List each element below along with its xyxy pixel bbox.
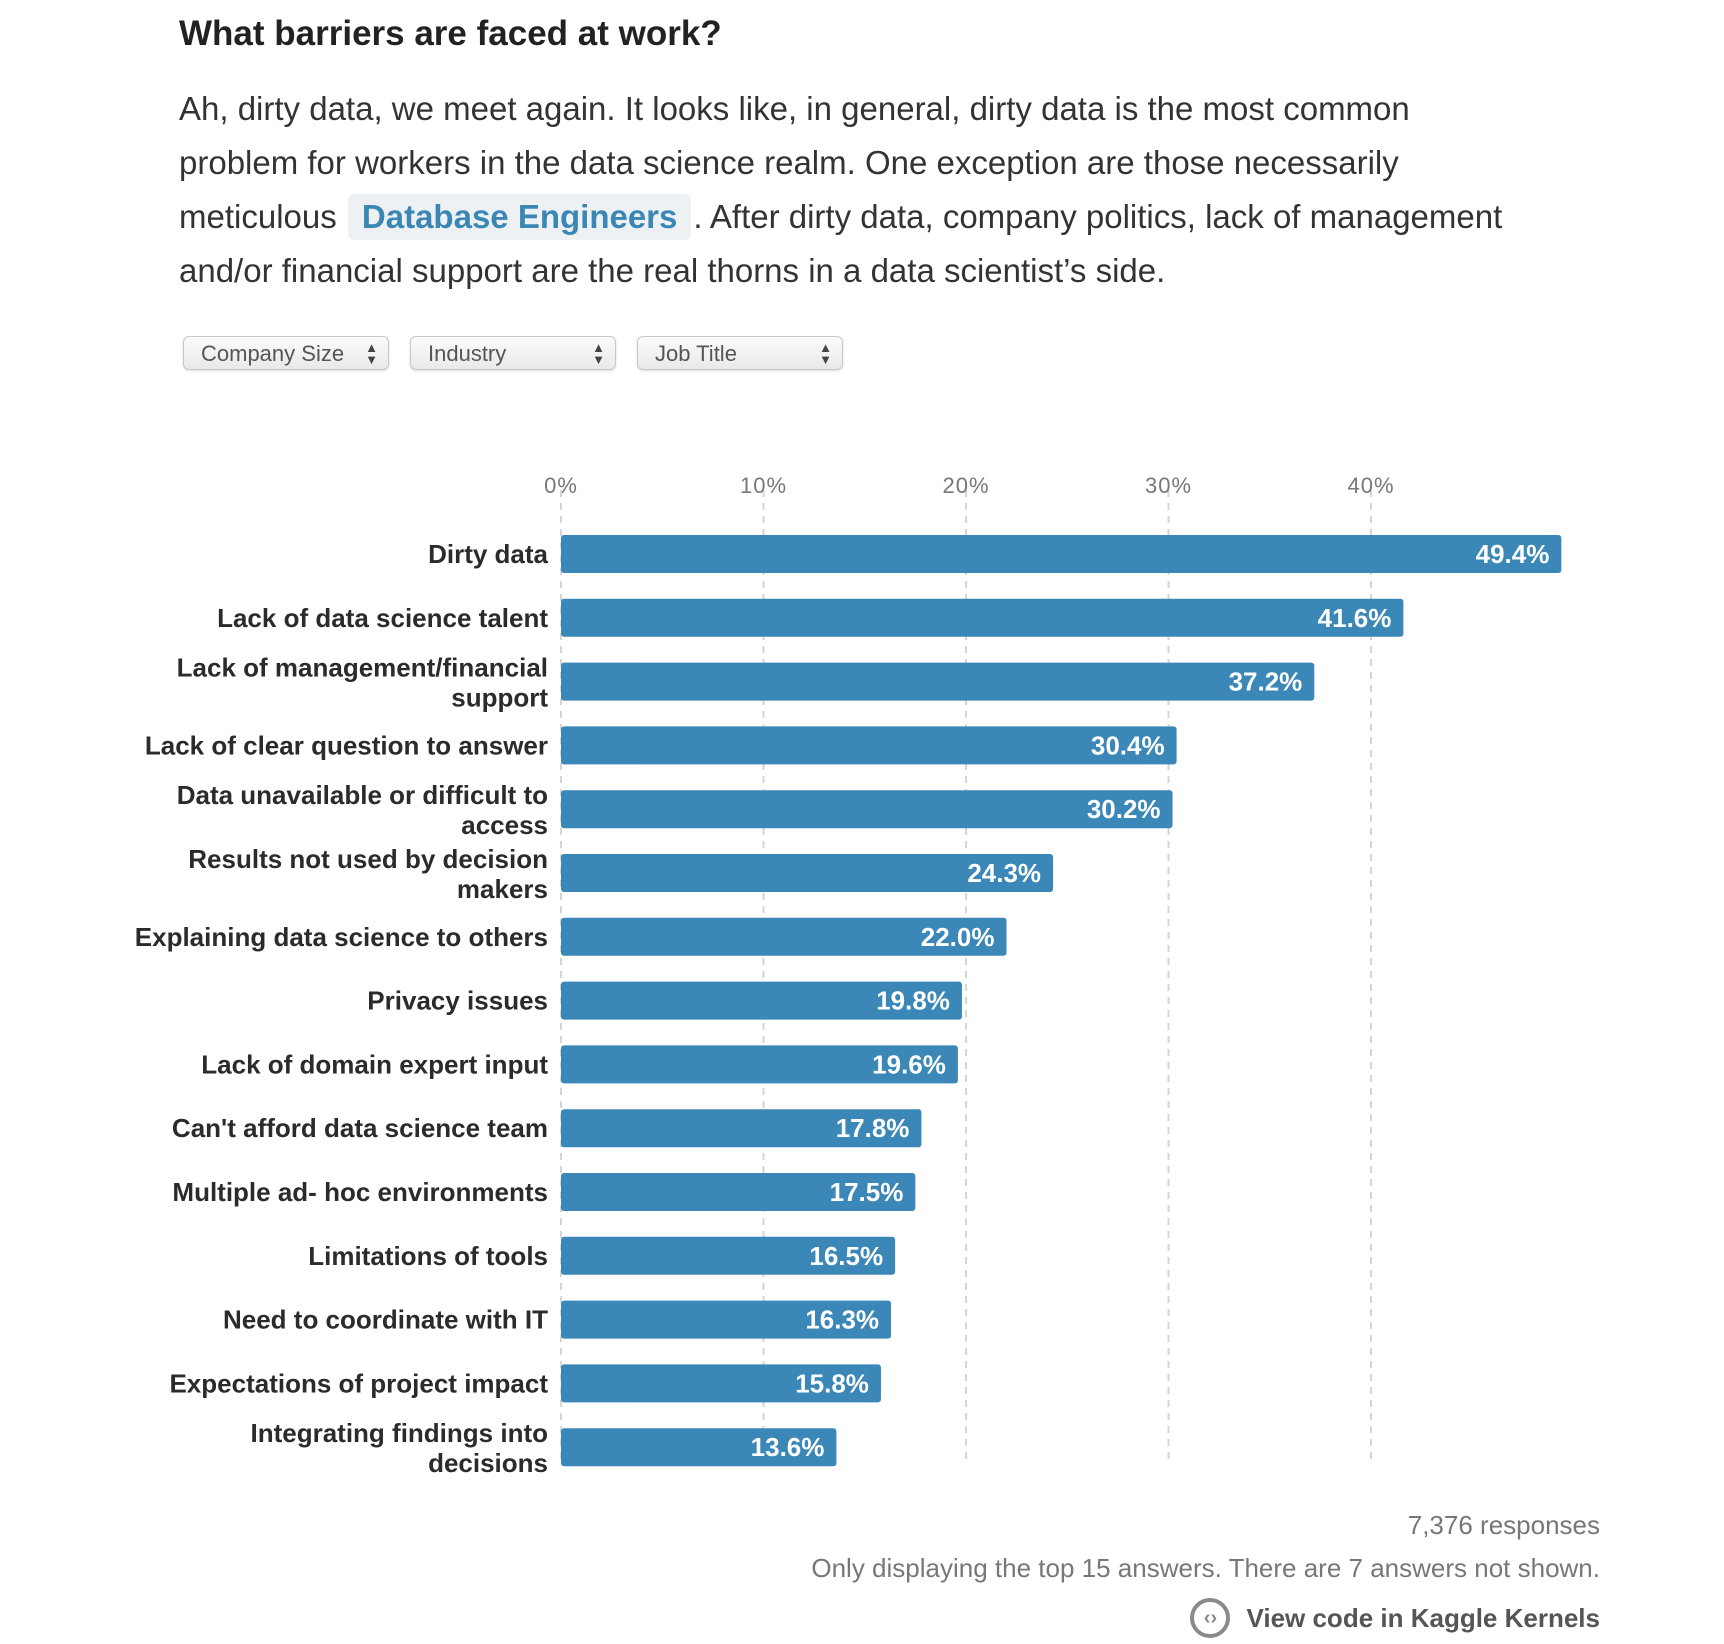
bar bbox=[561, 854, 1054, 892]
bar bbox=[561, 790, 1173, 829]
category-label: Dirty data bbox=[428, 539, 548, 569]
x-tick-label: 40% bbox=[1347, 473, 1394, 498]
intro-paragraph: Ah, dirty data, we meet again. It looks … bbox=[179, 82, 1519, 298]
category-label: Privacy issues bbox=[367, 986, 548, 1016]
category-label: Need to coordinate with IT bbox=[223, 1305, 548, 1335]
company-size-select[interactable]: Company Size ▲ ▼ bbox=[183, 336, 389, 370]
bar-value-label: 30.4% bbox=[1091, 730, 1165, 760]
x-tick-label: 0% bbox=[544, 473, 578, 498]
bar-value-label: 41.6% bbox=[1318, 603, 1392, 633]
intro-text-after: . After dirty data, company politics, la… bbox=[179, 198, 1503, 289]
x-tick-label: 20% bbox=[942, 473, 989, 498]
category-label: Lack of domain expert input bbox=[201, 1049, 548, 1079]
bar-value-label: 16.3% bbox=[805, 1305, 879, 1335]
select-arrows-icon: ▲ ▼ bbox=[592, 340, 605, 367]
bar-value-label: 13.6% bbox=[751, 1432, 825, 1462]
company-size-select-label: Company Size bbox=[201, 341, 345, 366]
bar-value-label: 30.2% bbox=[1087, 794, 1161, 824]
job-title-select-label: Job Title bbox=[655, 341, 737, 366]
category-label: Results not used by decision makers bbox=[188, 844, 548, 904]
bar bbox=[561, 1428, 837, 1467]
kaggle-link-label: View code in Kaggle Kernels bbox=[1246, 1602, 1600, 1633]
industry-select[interactable]: Industry ▲ ▼ bbox=[410, 336, 616, 370]
select-arrows-icon: ▲ ▼ bbox=[365, 340, 378, 367]
bar bbox=[561, 726, 1177, 765]
category-label: Limitations of tools bbox=[308, 1241, 548, 1271]
bar bbox=[561, 535, 1562, 573]
barriers-bar-chart: 0% 10% 20% 30% 40% 49.4% Dirty data 41.6% Lack o… bbox=[135, 473, 1562, 1478]
bar bbox=[561, 1109, 922, 1148]
bar bbox=[561, 981, 962, 1020]
bar-value-label: 17.5% bbox=[830, 1177, 904, 1207]
bar-value-label: 16.5% bbox=[809, 1241, 883, 1271]
responses-count: 7,376 responses bbox=[1407, 1510, 1600, 1540]
bar bbox=[561, 1364, 881, 1403]
category-label: Can't afford data science team bbox=[172, 1113, 548, 1143]
bar-value-label: 19.8% bbox=[876, 986, 950, 1016]
bar-value-label: 22.0% bbox=[921, 922, 995, 952]
kaggle-kernels-link[interactable]: ‹› View code in Kaggle Kernels bbox=[1190, 1598, 1600, 1638]
bar bbox=[561, 598, 1404, 637]
category-label: Explaining data science to others bbox=[135, 922, 548, 952]
bar-value-label: 15.8% bbox=[795, 1368, 869, 1398]
database-engineers-chip[interactable]: Database Engineers bbox=[347, 194, 692, 240]
bar bbox=[561, 1173, 916, 1211]
code-icon: ‹› bbox=[1190, 1598, 1231, 1638]
bar-value-label: 37.2% bbox=[1229, 667, 1303, 697]
category-label: Lack of data science talent bbox=[217, 603, 548, 633]
industry-select-label: Industry bbox=[428, 341, 507, 366]
select-arrows-icon: ▲ ▼ bbox=[819, 340, 832, 367]
bar bbox=[561, 1300, 892, 1339]
x-tick-label: 10% bbox=[740, 473, 787, 498]
x-tick-label: 30% bbox=[1145, 473, 1192, 498]
category-label: Expectations of project impact bbox=[169, 1368, 548, 1398]
job-title-select[interactable]: Job Title ▲ ▼ bbox=[637, 336, 843, 370]
bar bbox=[561, 662, 1315, 701]
bar bbox=[561, 917, 1007, 956]
category-label: Integrating findings into decisions bbox=[250, 1418, 548, 1478]
bar-value-label: 49.4% bbox=[1476, 539, 1550, 569]
bar-value-label: 24.3% bbox=[967, 858, 1041, 888]
bar bbox=[561, 1045, 958, 1084]
bar bbox=[561, 1236, 896, 1275]
bar-value-label: 17.8% bbox=[836, 1113, 910, 1143]
category-label: Lack of clear question to answer bbox=[145, 730, 548, 760]
category-label: Multiple ad- hoc environments bbox=[172, 1177, 548, 1207]
category-label: Lack of management/financial support bbox=[177, 653, 549, 713]
section-heading: What barriers are faced at work? bbox=[179, 14, 722, 53]
intro-text-before: Ah, dirty data, we meet again. It looks … bbox=[179, 90, 1410, 235]
category-label: Data unavailable or difficult to access bbox=[177, 780, 548, 840]
bar-value-label: 19.6% bbox=[872, 1049, 946, 1079]
answers-note: Only displaying the top 15 answers. Ther… bbox=[811, 1553, 1600, 1583]
